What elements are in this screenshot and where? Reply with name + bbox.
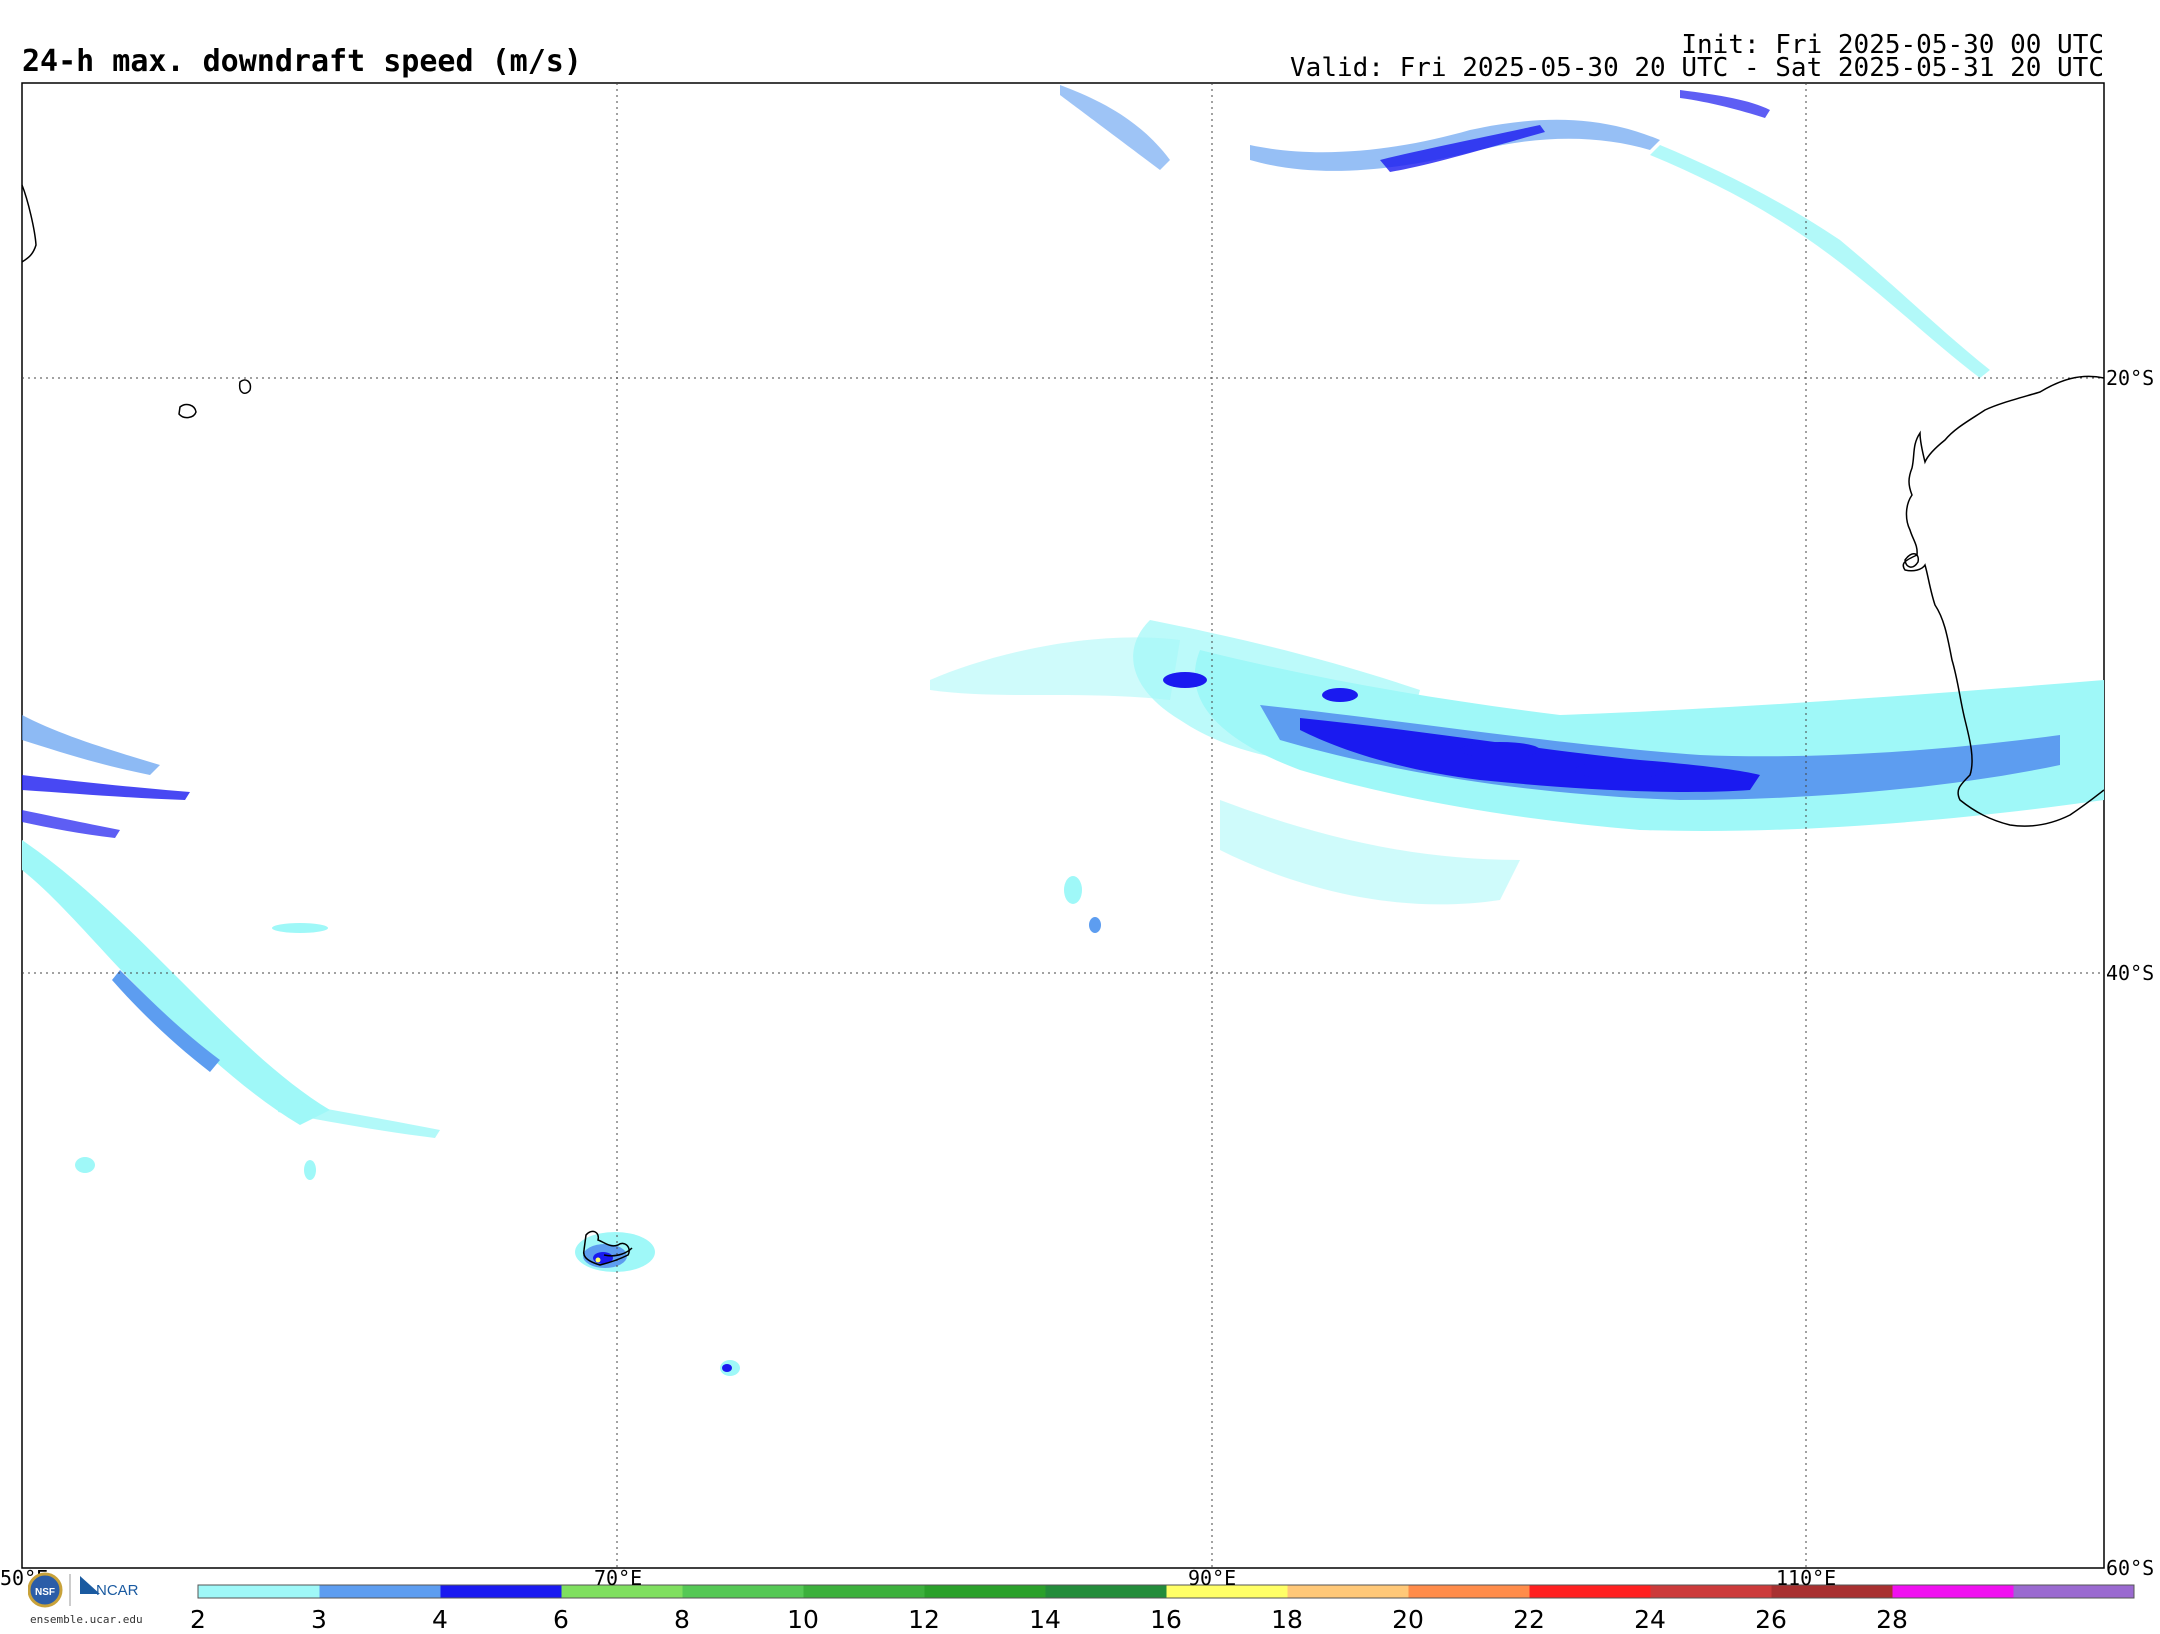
colorbar-swatch: [198, 1585, 320, 1598]
kerguelen-coast: [582, 1230, 630, 1266]
init-time: Init: Fri 2025-05-30 00 UTC: [1681, 30, 2104, 60]
colorbar-swatch: [803, 1585, 925, 1598]
colorbar-tick-label: 28: [1876, 1605, 1908, 1634]
colorbar-swatch: [1529, 1585, 1651, 1598]
nsf-ncar-logo: NSF NCAR: [28, 1572, 139, 1608]
lon-label-90e: 90°E: [1188, 1566, 1237, 1590]
lon-label-110e: 110°E: [1776, 1566, 1837, 1590]
reunion-island: [178, 403, 197, 419]
colorbar-tick-label: 24: [1634, 1605, 1666, 1634]
colorbar-swatch: [561, 1585, 683, 1598]
colorbar-tick-label: 10: [787, 1605, 819, 1634]
lat-label-40s: 40°S: [2106, 961, 2155, 985]
shark-bay-island: [1904, 553, 1920, 568]
colorbar-tick-label: 20: [1392, 1605, 1424, 1634]
colorbar-swatch: [1650, 1585, 1772, 1598]
colorbar-tick-label: 22: [1513, 1605, 1545, 1634]
colorbar-tick-label: 6: [553, 1605, 569, 1634]
ncar-mark-icon: [80, 1576, 100, 1594]
colorbar-swatch: [1045, 1585, 1167, 1598]
nsf-seal-icon: [28, 1572, 63, 1608]
colorbar-swatch: [2013, 1585, 2135, 1598]
valid-time: Valid: Fri 2025-05-30 20 UTC - Sat 2025-…: [1290, 53, 2104, 83]
colorbar-tick-label: 18: [1271, 1605, 1303, 1634]
colorbar: [197, 1584, 2135, 1599]
colorbar-swatch: [319, 1585, 441, 1598]
colorbar-swatch: [682, 1585, 804, 1598]
colorbar-swatch: [1166, 1585, 1288, 1598]
nsf-text: NSF: [35, 1587, 55, 1598]
colorbar-swatch: [1408, 1585, 1530, 1598]
colorbar-tick-label: 12: [908, 1605, 940, 1634]
site-url: ensemble.ucar.edu: [30, 1613, 143, 1626]
colorbar-swatch: [1771, 1585, 1893, 1598]
graticule: [22, 83, 2104, 1568]
australia-coast: [1902, 375, 2105, 827]
colorbar-tick-label: 14: [1029, 1605, 1061, 1634]
colorbar-swatch: [440, 1585, 562, 1598]
lat-label-60s: 60°S: [2106, 1556, 2155, 1580]
colorbar-swatch: [1287, 1585, 1409, 1598]
lat-label-20s: 20°S: [2106, 366, 2155, 390]
madagascar-coast: [21, 184, 37, 263]
colorbar-tick-label: 8: [674, 1605, 690, 1634]
map-title: 24-h max. downdraft speed (m/s): [22, 44, 582, 79]
ncar-text: NCAR: [96, 1582, 139, 1599]
mauritius-island: [238, 379, 252, 395]
lon-label-70e: 70°E: [594, 1566, 643, 1590]
colorbar-tick-label: 26: [1755, 1605, 1787, 1634]
coastlines: [21, 184, 2105, 1266]
colorbar-swatch: [1892, 1585, 2014, 1598]
colorbar-tick-label: 2: [190, 1605, 206, 1634]
colorbar-tick-label: 16: [1150, 1605, 1182, 1634]
colorbar-tick-label: 3: [311, 1605, 327, 1634]
downdraft-field: [22, 85, 2104, 1376]
colorbar-tick-label: 4: [432, 1605, 448, 1634]
colorbar-swatch: [924, 1585, 1046, 1598]
